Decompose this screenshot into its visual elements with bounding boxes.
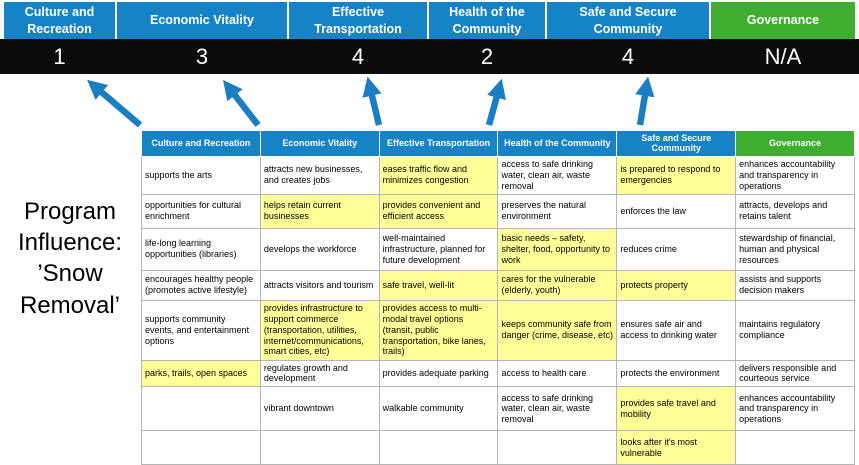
table-header-row: Culture and Recreation Economic Vitality… [141,130,855,157]
table-row: parks, trails, open spaces regulates grow… [141,359,855,388]
table-cell: maintains regulatory compliance [735,299,855,361]
table-cell: delivers responsible and courteous servi… [735,359,855,388]
table-cell [497,430,618,465]
column-header-economic-vitality: Economic Vitality [259,130,380,157]
table-cell: enhances accountability and transparency… [735,155,855,195]
table-cell: attracts visitors and tourism [259,269,380,301]
table-cell: walkable community [378,386,499,432]
influence-arrow [485,78,506,126]
column-header-governance: Governance [735,130,855,157]
influence-arrow [635,76,655,126]
score-culture-and-recreation: 1 [53,43,66,69]
priority-header-safe-and-secure-community: Safe and Secure Community [547,2,709,39]
score-governance: N/A [764,43,802,69]
table-cell: enhances accountability and transparency… [735,386,855,432]
table-cell: ensures safe air and access to drinking … [616,299,737,361]
column-header-culture-and-recreation: Culture and Recreation [141,130,261,157]
table-cell: enforces the law [616,193,737,229]
table-cell: protects the environment [616,359,737,388]
priority-header-culture-and-recreation: Culture and Recreation [4,2,115,39]
table-row: encourages healthy people (promotes acti… [141,269,855,301]
table-cell [259,430,380,465]
table-cell: vibrant downtown [259,386,380,432]
table-cell: assists and supports decision makers [735,269,855,301]
score-band: 1 3 4 2 4 N/A [0,39,859,74]
priority-header-health-of-the-community: Health of the Community [429,2,545,39]
table-cell [735,430,855,465]
score-health-of-the-community: 2 [480,43,494,69]
table-cell: cares for the vulnerable (elderly, youth… [497,269,618,301]
influence-arrow [87,79,143,128]
table-cell [141,430,261,465]
table-cell: encourages healthy people (promotes acti… [141,269,261,301]
table-cell [141,386,261,432]
table-cell: is prepared to respond to emergencies [616,155,737,195]
column-header-safe-and-secure-community: Safe and Secure Community [616,130,737,157]
table-cell: eases traffic flow and minimizes congest… [378,155,499,195]
table-row: supports community events, and entertain… [141,299,855,361]
table-cell: basic needs – safety, shelter, food, opp… [497,227,618,271]
table-cell: opportunities for cultural enrichment [141,193,261,229]
influence-arrow [362,76,383,126]
priority-header-economic-vitality: Economic Vitality [117,2,287,39]
page-title: Program Influence: ’Snow Removal’ [17,198,123,319]
score-safe-and-secure-community: 4 [621,43,635,69]
table-row: vibrant downtown walkable community access… [141,386,855,432]
table-cell: life-long learning opportunities (librar… [141,227,261,271]
table-row: supports the arts attracts new businesses… [141,155,855,195]
table-cell: provides safe travel and mobility [616,386,737,432]
score-effective-transportation: 4 [351,43,365,69]
priority-table-body: supports the arts attracts new businesses… [141,155,855,465]
table-cell: provides adequate parking [378,359,499,388]
influence-arrows [87,76,655,128]
table-cell: looks after it's most vulnerable [616,430,737,465]
table-cell: attracts, develops and retains talent [735,193,855,229]
table-cell: preserves the natural environment [497,193,618,229]
priority-header-band: Culture and Recreation Economic Vitality… [4,2,855,39]
table-cell: parks, trails, open spaces [141,359,261,388]
table-cell: access to safe drinking water, clean air… [497,155,618,195]
table-row: life-long learning opportunities (librar… [141,227,855,271]
table-cell: keeps community safe from danger (crime,… [497,299,618,361]
table-cell: regulates growth and development [259,359,380,388]
score-economic-vitality: 3 [195,43,209,69]
table-cell: safe travel, well-lit [378,269,499,301]
priority-header-governance: Governance [711,2,855,39]
table-cell: attracts new businesses, and creates job… [259,155,380,195]
table-cell: access to health care [497,359,618,388]
column-header-health-of-the-community: Health of the Community [497,130,618,157]
table-cell: provides access to multi-modal travel op… [378,299,499,361]
table-cell: well-maintained infrastructure, planned … [378,227,499,271]
table-cell: stewardship of financial, human and phys… [735,227,855,271]
table-cell: provides infrastructure to support comme… [259,299,380,361]
influence-arrow [223,79,261,127]
table-cell: supports the arts [141,155,261,195]
table-cell: reduces crime [616,227,737,271]
table-row: looks after it's most vulnerable [141,430,855,465]
priority-table: Culture and Recreation Economic Vitality… [141,130,855,465]
table-cell [378,430,499,465]
table-cell: helps retain current businesses [259,193,380,229]
column-header-effective-transportation: Effective Transportation [378,130,499,157]
table-cell: provides convenient and efficient access [378,193,499,229]
priority-header-effective-transportation: Effective Transportation [289,2,427,39]
table-cell: access to safe drinking water, clean air… [497,386,618,432]
table-cell: protects property [616,269,737,301]
table-row: opportunities for cultural enrichment hel… [141,193,855,229]
table-cell: supports community events, and entertain… [141,299,261,361]
table-cell: develops the workforce [259,227,380,271]
